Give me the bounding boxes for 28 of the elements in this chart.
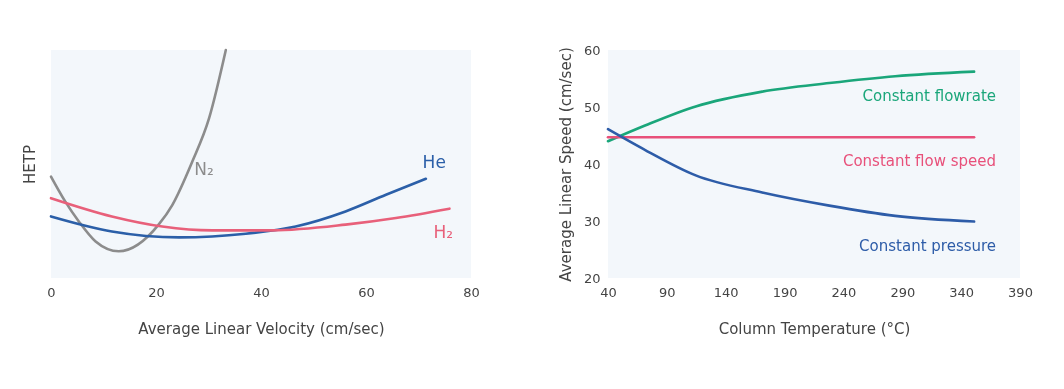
- x-tick-label: 0: [47, 284, 56, 300]
- y-tick-label: 50: [583, 99, 601, 115]
- x-tick-label: 390: [1008, 284, 1033, 300]
- y-tick-label: 40: [583, 156, 601, 172]
- series-label: Constant flowrate: [862, 86, 997, 105]
- x-tick-label: 190: [772, 284, 798, 300]
- x-tick-label: 290: [890, 284, 916, 300]
- x-tick-label: 40: [600, 284, 617, 300]
- y-axis-title: Average Linear Speed (cm/sec): [556, 47, 575, 282]
- x-tick-label: 20: [148, 284, 165, 300]
- x-tick-label: 60: [358, 284, 375, 300]
- series-label: He: [422, 151, 446, 172]
- x-tick-label: 340: [949, 284, 975, 300]
- y-tick-label: 60: [583, 42, 601, 58]
- x-tick-label: 80: [463, 284, 480, 300]
- x-tick-label: 40: [253, 284, 270, 300]
- series-label: N₂: [194, 159, 214, 179]
- series-label: Constant flow speed: [842, 152, 997, 171]
- series-label: H₂: [433, 221, 454, 242]
- x-tick-label: 240: [831, 284, 857, 300]
- x-axis-title: Column Temperature (°C): [718, 319, 911, 338]
- y-tick-label: 30: [583, 213, 601, 229]
- y-axis-title: HETP: [20, 145, 39, 184]
- series-label: Constant pressure: [859, 236, 997, 255]
- x-axis-title: Average Linear Velocity (cm/sec): [138, 319, 385, 338]
- y-tick-label: 20: [583, 270, 601, 286]
- x-tick-label: 140: [713, 284, 739, 300]
- x-tick-label: 90: [659, 284, 676, 300]
